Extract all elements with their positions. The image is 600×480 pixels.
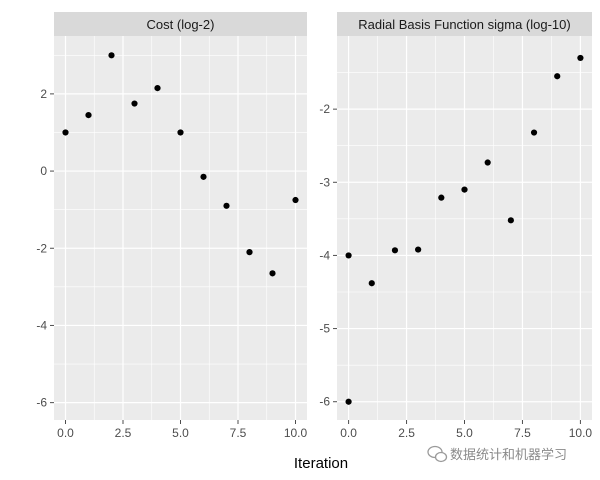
- y-tick-label: -2: [36, 241, 47, 255]
- x-tick-label: 7.5: [230, 426, 247, 440]
- panel-cost: Cost (log-2) 0.0 2.5 5.0 7.5 10.0 -6 -4 -2 0 2: [36, 12, 308, 440]
- data-point: [368, 280, 375, 287]
- data-point: [530, 129, 538, 136]
- x-tick-label: 2.5: [398, 426, 415, 440]
- strip-title: Cost (log-2): [147, 17, 215, 32]
- data-point: [345, 398, 352, 405]
- data-point: [438, 194, 445, 201]
- wechat-icon: [427, 445, 448, 463]
- data-point: [269, 270, 276, 277]
- data-point: [577, 54, 584, 62]
- x-tick-label: 5.0: [172, 426, 189, 440]
- data-point: [108, 52, 115, 59]
- x-tick-label: 7.5: [514, 426, 531, 440]
- y-tick-label: -5: [319, 322, 330, 336]
- data-point: [415, 246, 422, 253]
- strip-title: Radial Basis Function sigma (log-10): [358, 17, 570, 32]
- y-tick-label: -6: [36, 396, 47, 410]
- data-point: [131, 100, 138, 107]
- x-tick-label: 2.5: [115, 426, 132, 440]
- y-tick-label: -6: [319, 395, 330, 409]
- watermark-text: 数据统计和机器学习: [450, 447, 567, 462]
- strip-background: [337, 12, 592, 36]
- data-point: [345, 252, 352, 259]
- y-tick-label: 2: [40, 87, 47, 101]
- x-tick-label: 5.0: [456, 426, 473, 440]
- data-point: [391, 247, 399, 254]
- y-tick-label: 0: [40, 164, 47, 178]
- y-tick-label: -3: [319, 175, 330, 189]
- x-tick-label: 0.0: [340, 426, 357, 440]
- x-axis-title: Iteration: [294, 455, 348, 472]
- data-point: [223, 202, 230, 209]
- y-tick-label: -4: [319, 248, 330, 262]
- y-tick-label: -4: [36, 318, 47, 332]
- data-point: [62, 129, 69, 136]
- watermark: 数据统计和机器学习: [427, 445, 567, 463]
- panel-rbf-sigma: Radial Basis Function sigma (log-10) 0.0 2…: [319, 12, 592, 440]
- x-tick-label: 0.0: [57, 426, 74, 440]
- data-point: [484, 159, 491, 166]
- data-point: [85, 112, 92, 119]
- data-point: [200, 173, 207, 180]
- y-tick-label: -2: [319, 102, 330, 116]
- data-point: [461, 186, 468, 193]
- strip-background: [54, 12, 307, 36]
- data-point: [554, 73, 561, 80]
- data-point: [292, 196, 299, 204]
- x-tick-label: 10.0: [569, 426, 593, 440]
- data-point: [177, 129, 184, 136]
- data-point: [507, 217, 514, 224]
- data-point: [246, 249, 253, 256]
- data-point: [154, 85, 161, 92]
- x-tick-label: 10.0: [284, 426, 308, 440]
